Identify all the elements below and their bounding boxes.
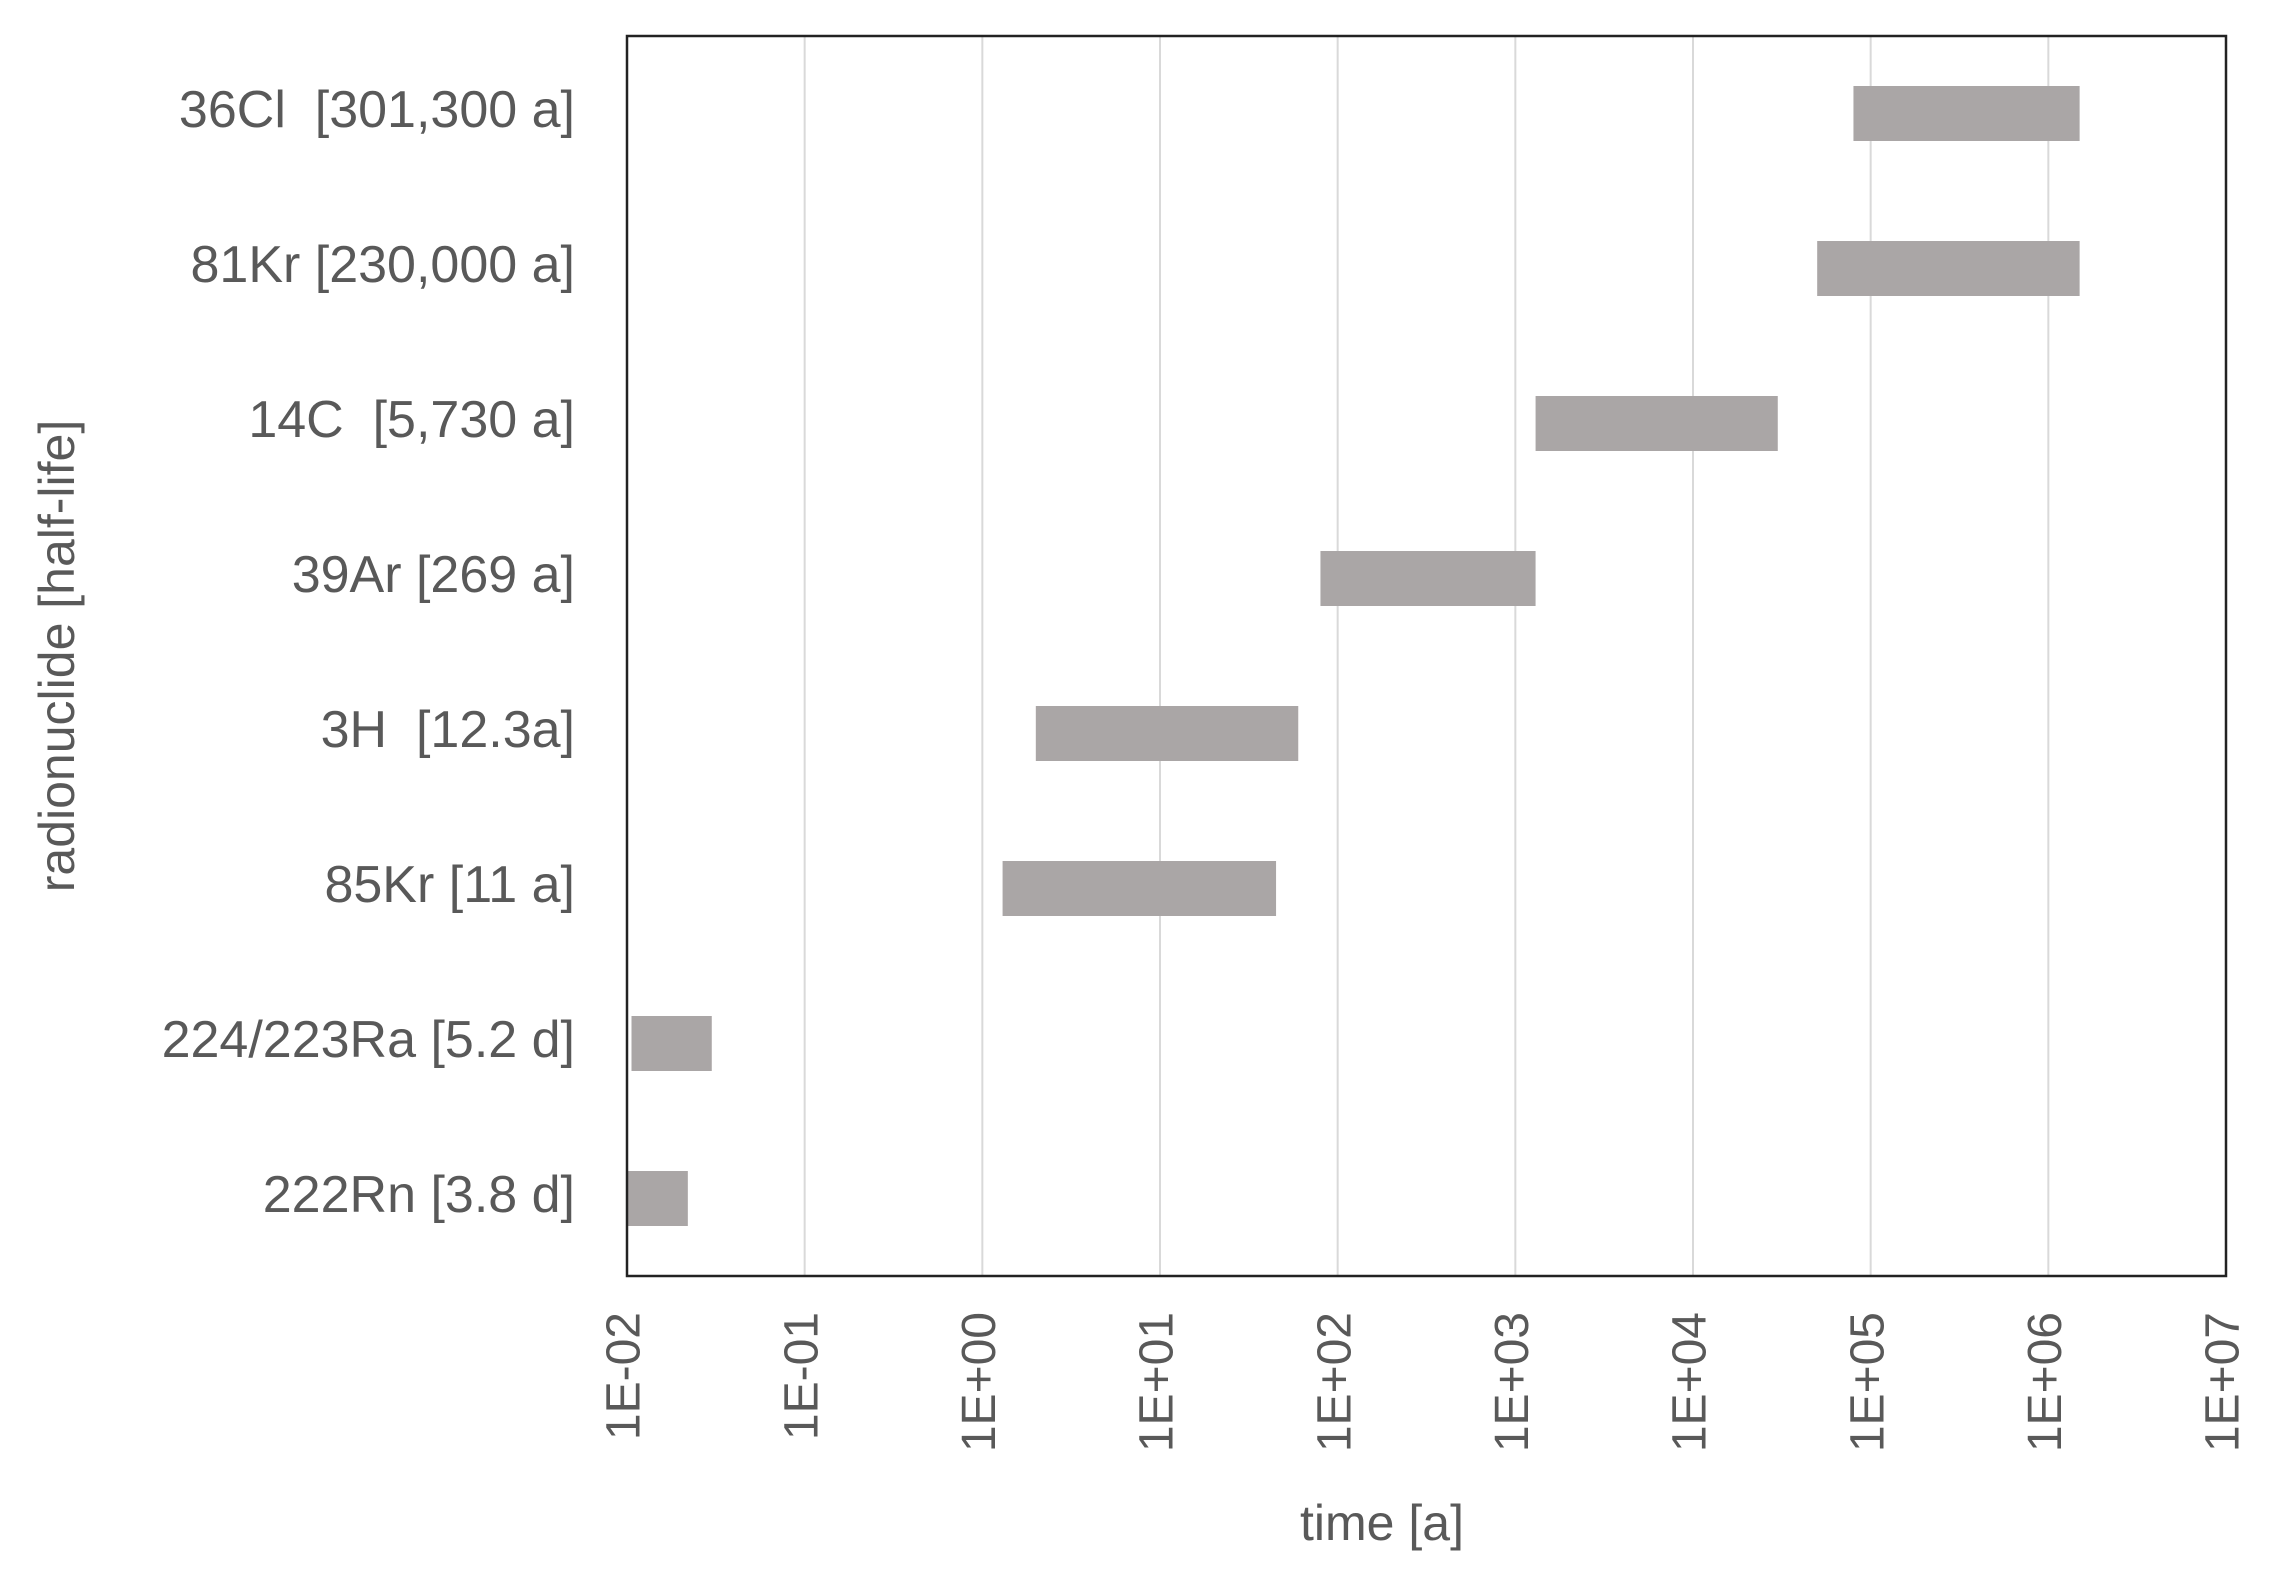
plot-frame <box>625 34 2228 1278</box>
x-tick-label: 1E-02 <box>598 1312 651 1440</box>
y-tick-label: 39Ar [269 a] <box>292 546 575 604</box>
bar <box>1320 551 1536 606</box>
y-tick-label: 36Cl [301,300 a] <box>179 81 575 139</box>
x-tick-label: 1E+03 <box>1486 1312 1539 1452</box>
grid <box>626 36 2227 1276</box>
y-tick-label: 14C [5,730 a] <box>248 391 575 449</box>
x-tick-label: 1E+05 <box>1841 1312 1894 1452</box>
y-tick-label: 222Rn [3.8 d] <box>263 1166 575 1224</box>
bars <box>627 86 2080 1226</box>
x-tick-label: 1E-01 <box>775 1312 828 1440</box>
y-tick-label: 224/223Ra [5.2 d] <box>162 1011 575 1069</box>
y-tick-label: 85Kr [11 a] <box>324 856 575 914</box>
bar <box>1853 86 2080 141</box>
x-tick-label: 1E+07 <box>2197 1312 2250 1452</box>
bar <box>1535 396 1778 451</box>
bar <box>1817 241 2080 296</box>
bar <box>1035 706 1299 761</box>
x-tick-label: 1E+00 <box>953 1312 1006 1452</box>
y-tick-label: 3H [12.3a] <box>321 701 575 759</box>
bar <box>627 1171 688 1226</box>
bar <box>631 1016 712 1071</box>
y-axis-title: radionuclide [half-life] <box>29 420 85 893</box>
x-tick-label: 1E+02 <box>1308 1312 1361 1452</box>
x-tick-label: 1E+06 <box>2019 1312 2072 1452</box>
x-axis-title: time [a] <box>1300 1495 1464 1551</box>
bar <box>1002 861 1277 916</box>
y-tick-label: 81Kr [230,000 a] <box>190 236 575 294</box>
x-tick-label: 1E+04 <box>1664 1312 1717 1452</box>
x-tick-label: 1E+01 <box>1131 1312 1184 1452</box>
